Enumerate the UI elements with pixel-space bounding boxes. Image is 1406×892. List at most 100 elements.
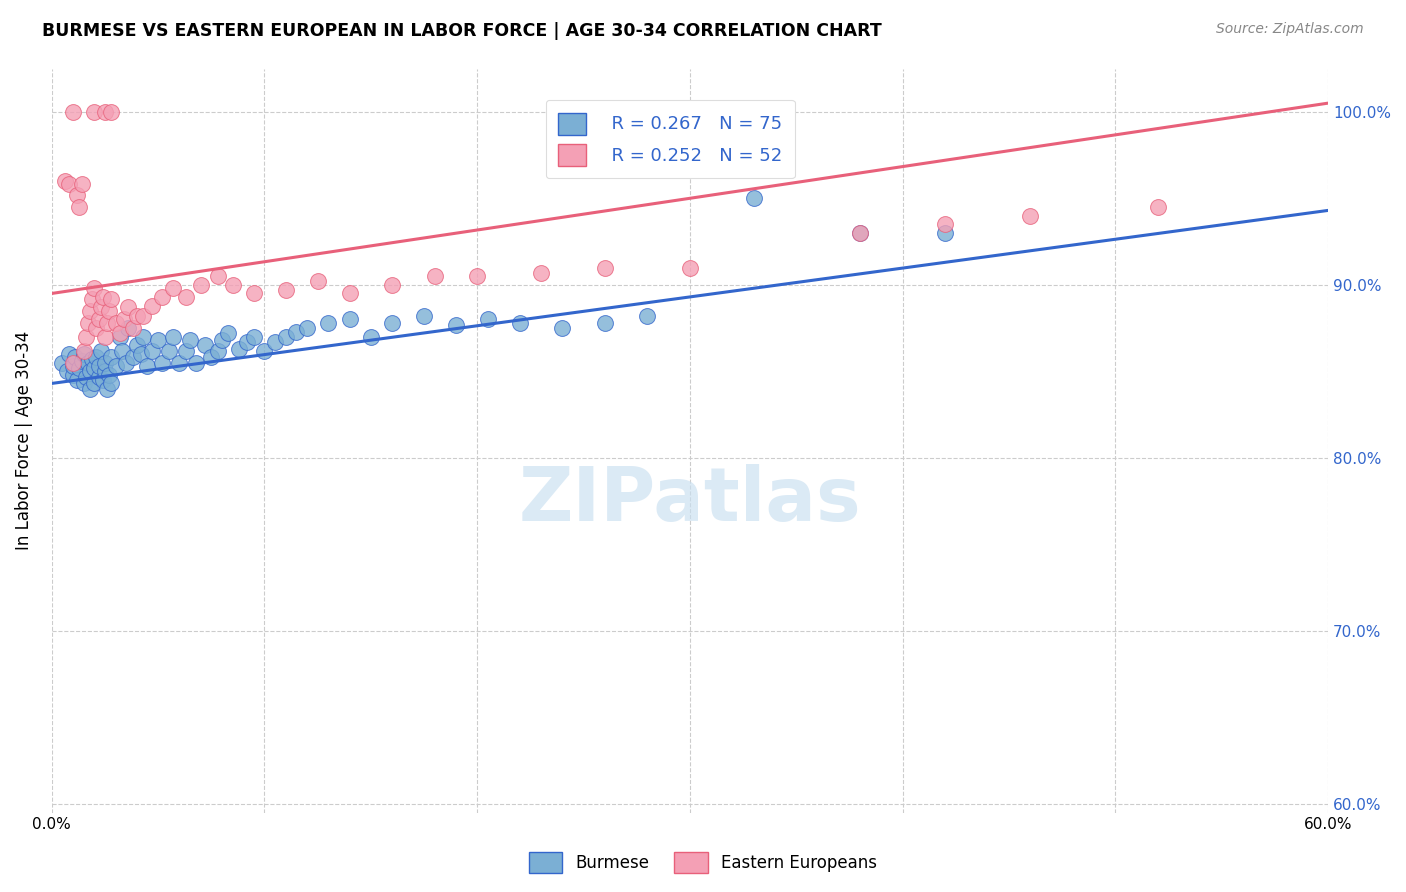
Point — [125, 309, 148, 323]
Point — [593, 316, 616, 330]
Text: BURMESE VS EASTERN EUROPEAN IN LABOR FORCE | AGE 30-34 CORRELATION CHART: BURMESE VS EASTERN EUROPEAN IN LABOR FOR… — [42, 22, 882, 40]
Point — [207, 343, 229, 358]
Point — [58, 178, 80, 192]
Point — [62, 356, 84, 370]
Legend:   R = 0.267   N = 75,   R = 0.252   N = 52: R = 0.267 N = 75, R = 0.252 N = 52 — [546, 100, 794, 178]
Point — [121, 351, 143, 365]
Point — [104, 316, 127, 330]
Point — [146, 333, 169, 347]
Point — [83, 360, 105, 375]
Point — [90, 301, 112, 315]
Point — [53, 174, 76, 188]
Point — [141, 343, 163, 358]
Point — [132, 329, 155, 343]
Point — [104, 359, 127, 373]
Point — [96, 382, 118, 396]
Point — [274, 283, 297, 297]
Point — [339, 312, 361, 326]
Point — [934, 226, 956, 240]
Point — [236, 334, 259, 349]
Point — [360, 329, 382, 343]
Point — [112, 312, 135, 326]
Point — [90, 343, 112, 358]
Point — [243, 286, 266, 301]
Point — [243, 329, 266, 343]
Point — [67, 360, 90, 375]
Point — [217, 326, 239, 341]
Point — [1019, 209, 1042, 223]
Point — [295, 321, 318, 335]
Point — [75, 329, 97, 343]
Legend: Burmese, Eastern Europeans: Burmese, Eastern Europeans — [522, 846, 884, 880]
Point — [849, 226, 872, 240]
Point — [79, 364, 101, 378]
Point — [316, 316, 339, 330]
Point — [62, 359, 84, 373]
Point — [381, 316, 404, 330]
Point — [82, 292, 104, 306]
Point — [179, 333, 201, 347]
Point — [132, 309, 155, 323]
Point — [83, 376, 105, 391]
Point — [82, 352, 104, 367]
Point — [66, 187, 89, 202]
Point — [63, 351, 86, 365]
Point — [98, 303, 121, 318]
Point — [87, 312, 110, 326]
Point — [551, 321, 574, 335]
Point — [79, 303, 101, 318]
Point — [55, 364, 77, 378]
Point — [636, 309, 658, 323]
Point — [477, 312, 499, 326]
Point — [162, 329, 184, 343]
Point — [67, 200, 90, 214]
Point — [100, 376, 122, 391]
Point — [100, 104, 122, 119]
Point — [125, 338, 148, 352]
Point — [62, 104, 84, 119]
Point — [79, 382, 101, 396]
Point — [207, 269, 229, 284]
Point — [509, 316, 531, 330]
Point — [444, 318, 467, 332]
Point — [94, 364, 117, 378]
Point — [70, 178, 93, 192]
Point — [465, 269, 488, 284]
Point — [75, 369, 97, 384]
Point — [77, 316, 100, 330]
Point — [274, 329, 297, 343]
Point — [115, 356, 138, 370]
Point — [162, 281, 184, 295]
Text: ZIPatlas: ZIPatlas — [519, 464, 862, 537]
Point — [157, 343, 180, 358]
Point — [73, 376, 96, 391]
Point — [62, 368, 84, 382]
Point — [169, 356, 191, 370]
Point — [141, 299, 163, 313]
Point — [86, 321, 108, 335]
Point — [174, 343, 197, 358]
Text: Source: ZipAtlas.com: Source: ZipAtlas.com — [1216, 22, 1364, 37]
Point — [423, 269, 446, 284]
Point — [200, 351, 222, 365]
Point — [174, 290, 197, 304]
Point — [87, 359, 110, 373]
Point — [339, 286, 361, 301]
Point — [94, 104, 117, 119]
Point — [150, 290, 173, 304]
Point — [934, 217, 956, 231]
Point — [381, 277, 404, 292]
Point — [129, 347, 152, 361]
Point — [285, 325, 308, 339]
Point — [221, 277, 243, 292]
Point — [98, 368, 121, 382]
Point — [264, 334, 287, 349]
Point — [73, 343, 96, 358]
Point — [117, 321, 139, 335]
Point — [253, 343, 276, 358]
Point — [111, 343, 134, 358]
Point — [87, 369, 110, 384]
Point — [51, 356, 73, 370]
Point — [194, 338, 217, 352]
Y-axis label: In Labor Force | Age 30-34: In Labor Force | Age 30-34 — [15, 331, 32, 550]
